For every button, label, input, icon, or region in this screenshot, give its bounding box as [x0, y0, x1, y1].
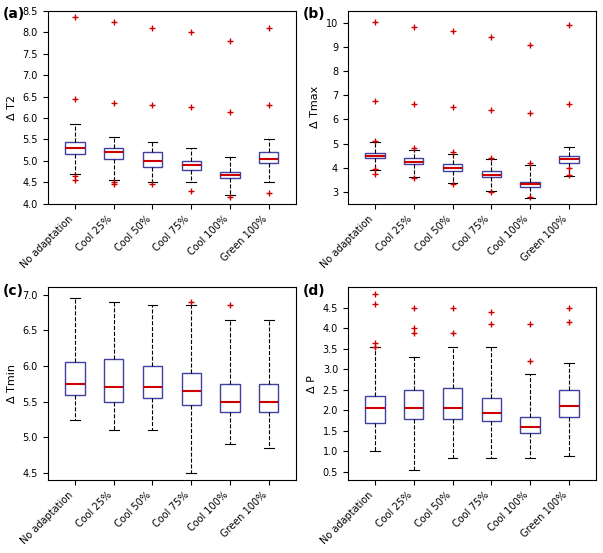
PathPatch shape — [559, 390, 579, 416]
Y-axis label: Δ P: Δ P — [307, 375, 317, 393]
PathPatch shape — [559, 155, 579, 163]
PathPatch shape — [482, 171, 501, 178]
PathPatch shape — [404, 390, 423, 419]
Y-axis label: Δ Tmax: Δ Tmax — [311, 86, 320, 128]
Text: (d): (d) — [303, 284, 326, 298]
PathPatch shape — [182, 373, 201, 405]
PathPatch shape — [182, 161, 201, 170]
PathPatch shape — [220, 384, 240, 413]
PathPatch shape — [220, 171, 240, 178]
PathPatch shape — [365, 153, 385, 158]
PathPatch shape — [104, 359, 124, 401]
Text: (b): (b) — [303, 7, 326, 21]
PathPatch shape — [520, 182, 540, 187]
PathPatch shape — [65, 362, 84, 394]
Text: (c): (c) — [3, 284, 24, 298]
PathPatch shape — [520, 416, 540, 433]
PathPatch shape — [65, 142, 84, 154]
Y-axis label: Δ Tmin: Δ Tmin — [7, 364, 17, 403]
PathPatch shape — [104, 148, 124, 159]
PathPatch shape — [365, 396, 385, 423]
PathPatch shape — [404, 158, 423, 164]
PathPatch shape — [143, 152, 162, 168]
PathPatch shape — [259, 384, 279, 413]
PathPatch shape — [443, 388, 463, 419]
PathPatch shape — [259, 152, 279, 163]
PathPatch shape — [482, 398, 501, 421]
PathPatch shape — [443, 164, 463, 171]
Y-axis label: Δ T2: Δ T2 — [7, 95, 17, 120]
Text: (a): (a) — [3, 7, 25, 21]
PathPatch shape — [143, 366, 162, 398]
